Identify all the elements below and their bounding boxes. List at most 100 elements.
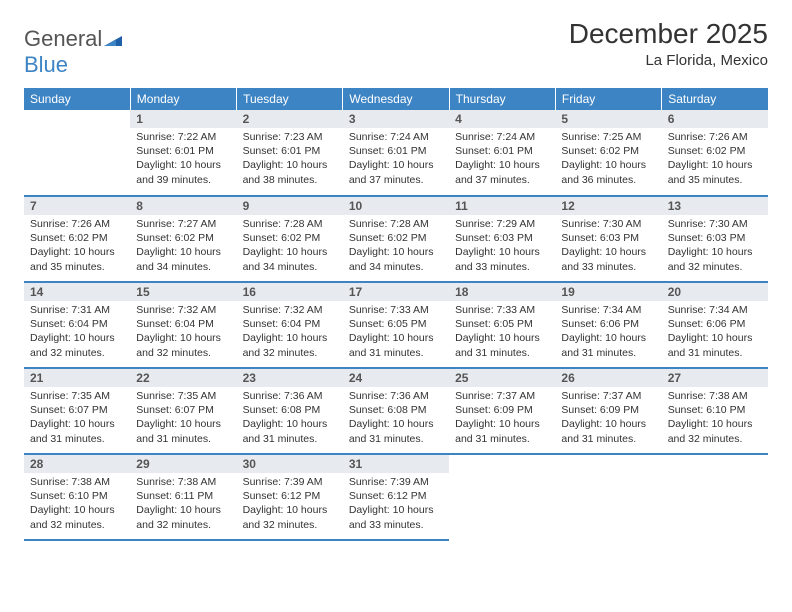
calendar-cell: 15Sunrise: 7:32 AMSunset: 6:04 PMDayligh… <box>130 282 236 368</box>
daylight-text: Daylight: 10 hours and 32 minutes. <box>243 503 337 531</box>
daylight-text: Daylight: 10 hours and 34 minutes. <box>136 245 230 273</box>
weekday-header: Saturday <box>662 88 768 110</box>
sunrise-text: Sunrise: 7:24 AM <box>349 130 443 144</box>
sunrise-text: Sunrise: 7:26 AM <box>668 130 762 144</box>
calendar-cell: 23Sunrise: 7:36 AMSunset: 6:08 PMDayligh… <box>237 368 343 454</box>
calendar-cell: 10Sunrise: 7:28 AMSunset: 6:02 PMDayligh… <box>343 196 449 282</box>
sunrise-text: Sunrise: 7:38 AM <box>30 475 124 489</box>
daylight-text: Daylight: 10 hours and 35 minutes. <box>668 158 762 186</box>
daylight-text: Daylight: 10 hours and 31 minutes. <box>349 417 443 445</box>
sunrise-text: Sunrise: 7:32 AM <box>136 303 230 317</box>
sunset-text: Sunset: 6:02 PM <box>243 231 337 245</box>
month-title: December 2025 <box>569 18 768 50</box>
calendar-cell: 22Sunrise: 7:35 AMSunset: 6:07 PMDayligh… <box>130 368 236 454</box>
day-number: 12 <box>555 197 661 215</box>
weekday-header: Friday <box>555 88 661 110</box>
weekday-header: Sunday <box>24 88 130 110</box>
calendar-cell: 25Sunrise: 7:37 AMSunset: 6:09 PMDayligh… <box>449 368 555 454</box>
daylight-text: Daylight: 10 hours and 31 minutes. <box>30 417 124 445</box>
day-info: Sunrise: 7:26 AMSunset: 6:02 PMDaylight:… <box>24 215 130 278</box>
sunrise-text: Sunrise: 7:25 AM <box>561 130 655 144</box>
sunset-text: Sunset: 6:02 PM <box>668 144 762 158</box>
calendar-cell <box>662 454 768 540</box>
calendar-cell: 1Sunrise: 7:22 AMSunset: 6:01 PMDaylight… <box>130 110 236 196</box>
day-number: 11 <box>449 197 555 215</box>
day-info: Sunrise: 7:39 AMSunset: 6:12 PMDaylight:… <box>237 473 343 536</box>
day-info: Sunrise: 7:28 AMSunset: 6:02 PMDaylight:… <box>237 215 343 278</box>
day-info: Sunrise: 7:38 AMSunset: 6:11 PMDaylight:… <box>130 473 236 536</box>
day-number: 16 <box>237 283 343 301</box>
calendar-cell: 18Sunrise: 7:33 AMSunset: 6:05 PMDayligh… <box>449 282 555 368</box>
calendar-cell: 30Sunrise: 7:39 AMSunset: 6:12 PMDayligh… <box>237 454 343 540</box>
sunset-text: Sunset: 6:12 PM <box>349 489 443 503</box>
sunrise-text: Sunrise: 7:24 AM <box>455 130 549 144</box>
day-number: 4 <box>449 110 555 128</box>
day-number: 10 <box>343 197 449 215</box>
daylight-text: Daylight: 10 hours and 37 minutes. <box>455 158 549 186</box>
daylight-text: Daylight: 10 hours and 31 minutes. <box>243 417 337 445</box>
weekday-header: Monday <box>130 88 236 110</box>
sunset-text: Sunset: 6:12 PM <box>243 489 337 503</box>
day-info: Sunrise: 7:26 AMSunset: 6:02 PMDaylight:… <box>662 128 768 191</box>
calendar-cell: 24Sunrise: 7:36 AMSunset: 6:08 PMDayligh… <box>343 368 449 454</box>
sunset-text: Sunset: 6:07 PM <box>30 403 124 417</box>
day-info: Sunrise: 7:37 AMSunset: 6:09 PMDaylight:… <box>555 387 661 450</box>
day-number: 27 <box>662 369 768 387</box>
sunrise-text: Sunrise: 7:22 AM <box>136 130 230 144</box>
day-number: 1 <box>130 110 236 128</box>
calendar-cell: 13Sunrise: 7:30 AMSunset: 6:03 PMDayligh… <box>662 196 768 282</box>
sunset-text: Sunset: 6:01 PM <box>243 144 337 158</box>
sunset-text: Sunset: 6:08 PM <box>349 403 443 417</box>
day-number: 3 <box>343 110 449 128</box>
title-block: December 2025 La Florida, Mexico <box>569 18 768 69</box>
sunrise-text: Sunrise: 7:29 AM <box>455 217 549 231</box>
day-info: Sunrise: 7:23 AMSunset: 6:01 PMDaylight:… <box>237 128 343 191</box>
calendar-week: 7Sunrise: 7:26 AMSunset: 6:02 PMDaylight… <box>24 196 768 282</box>
calendar-cell: 6Sunrise: 7:26 AMSunset: 6:02 PMDaylight… <box>662 110 768 196</box>
sunrise-text: Sunrise: 7:30 AM <box>668 217 762 231</box>
daylight-text: Daylight: 10 hours and 32 minutes. <box>136 503 230 531</box>
calendar-week: 28Sunrise: 7:38 AMSunset: 6:10 PMDayligh… <box>24 454 768 540</box>
sunset-text: Sunset: 6:05 PM <box>455 317 549 331</box>
sunset-text: Sunset: 6:04 PM <box>136 317 230 331</box>
logo-text: GeneralBlue <box>24 26 122 78</box>
day-info: Sunrise: 7:22 AMSunset: 6:01 PMDaylight:… <box>130 128 236 191</box>
calendar-cell: 16Sunrise: 7:32 AMSunset: 6:04 PMDayligh… <box>237 282 343 368</box>
sunset-text: Sunset: 6:10 PM <box>30 489 124 503</box>
sunset-text: Sunset: 6:01 PM <box>136 144 230 158</box>
calendar-cell: 11Sunrise: 7:29 AMSunset: 6:03 PMDayligh… <box>449 196 555 282</box>
daylight-text: Daylight: 10 hours and 32 minutes. <box>243 331 337 359</box>
calendar-cell: 14Sunrise: 7:31 AMSunset: 6:04 PMDayligh… <box>24 282 130 368</box>
sunrise-text: Sunrise: 7:39 AM <box>243 475 337 489</box>
day-info: Sunrise: 7:30 AMSunset: 6:03 PMDaylight:… <box>555 215 661 278</box>
weekday-header: Thursday <box>449 88 555 110</box>
calendar-cell: 17Sunrise: 7:33 AMSunset: 6:05 PMDayligh… <box>343 282 449 368</box>
sunrise-text: Sunrise: 7:36 AM <box>243 389 337 403</box>
sunset-text: Sunset: 6:02 PM <box>349 231 443 245</box>
sunrise-text: Sunrise: 7:38 AM <box>136 475 230 489</box>
daylight-text: Daylight: 10 hours and 35 minutes. <box>30 245 124 273</box>
day-number: 23 <box>237 369 343 387</box>
daylight-text: Daylight: 10 hours and 33 minutes. <box>561 245 655 273</box>
daylight-text: Daylight: 10 hours and 32 minutes. <box>30 331 124 359</box>
sunrise-text: Sunrise: 7:34 AM <box>561 303 655 317</box>
sunrise-text: Sunrise: 7:28 AM <box>243 217 337 231</box>
sunrise-text: Sunrise: 7:38 AM <box>668 389 762 403</box>
sunset-text: Sunset: 6:03 PM <box>668 231 762 245</box>
calendar-week: 14Sunrise: 7:31 AMSunset: 6:04 PMDayligh… <box>24 282 768 368</box>
calendar-body: 1Sunrise: 7:22 AMSunset: 6:01 PMDaylight… <box>24 110 768 540</box>
daylight-text: Daylight: 10 hours and 33 minutes. <box>455 245 549 273</box>
sunrise-text: Sunrise: 7:23 AM <box>243 130 337 144</box>
calendar-table: SundayMondayTuesdayWednesdayThursdayFrid… <box>24 88 768 541</box>
calendar-head: SundayMondayTuesdayWednesdayThursdayFrid… <box>24 88 768 110</box>
calendar-cell: 12Sunrise: 7:30 AMSunset: 6:03 PMDayligh… <box>555 196 661 282</box>
day-info: Sunrise: 7:29 AMSunset: 6:03 PMDaylight:… <box>449 215 555 278</box>
calendar-cell: 9Sunrise: 7:28 AMSunset: 6:02 PMDaylight… <box>237 196 343 282</box>
day-info: Sunrise: 7:37 AMSunset: 6:09 PMDaylight:… <box>449 387 555 450</box>
day-number: 28 <box>24 455 130 473</box>
sunset-text: Sunset: 6:06 PM <box>561 317 655 331</box>
sunset-text: Sunset: 6:09 PM <box>455 403 549 417</box>
day-info: Sunrise: 7:30 AMSunset: 6:03 PMDaylight:… <box>662 215 768 278</box>
day-number: 24 <box>343 369 449 387</box>
day-info: Sunrise: 7:24 AMSunset: 6:01 PMDaylight:… <box>343 128 449 191</box>
